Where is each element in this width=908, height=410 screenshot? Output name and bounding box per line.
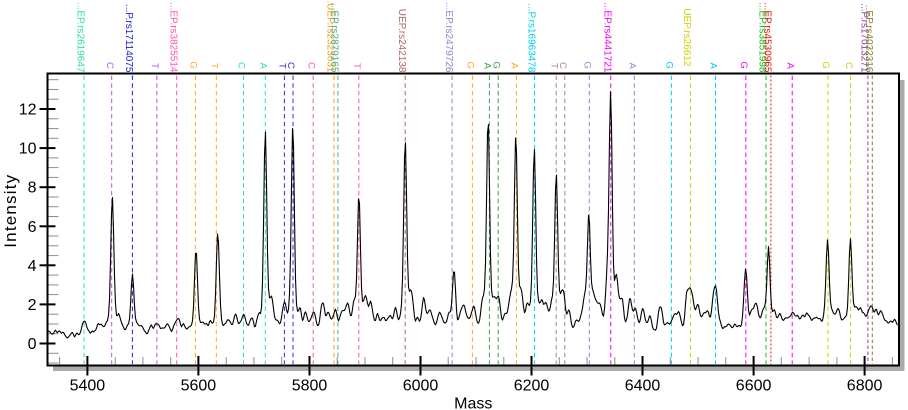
svg-text:6800: 6800 <box>847 378 883 395</box>
svg-text:UEP.rs26612: UEP.rs26612 <box>681 8 692 67</box>
svg-text:G: G <box>738 61 749 68</box>
svg-text:6600: 6600 <box>736 378 772 395</box>
svg-text:...EP.rs3825514: ...EP.rs3825514 <box>167 2 178 73</box>
svg-text:4: 4 <box>28 258 37 275</box>
svg-text:12: 12 <box>19 102 37 119</box>
svg-text:A: A <box>258 62 269 69</box>
svg-text:T: T <box>351 63 362 69</box>
svg-text:5400: 5400 <box>70 378 106 395</box>
svg-text:...EP.rs2619647: ...EP.rs2619647 <box>75 2 86 73</box>
svg-text:.UEP.rs2323631: .UEP.rs2323631 <box>325 0 336 73</box>
svg-text:C: C <box>305 62 316 69</box>
svg-text:..EP.rs4032316: ..EP.rs4032316 <box>863 5 874 73</box>
svg-text:A: A <box>708 62 719 69</box>
svg-text:A: A <box>482 62 493 69</box>
svg-text:...EP.rs4530965: ...EP.rs4530965 <box>762 2 773 73</box>
svg-text:A: A <box>784 62 795 69</box>
svg-text:6000: 6000 <box>403 378 439 395</box>
svg-text:...EP.rs4441721: ...EP.rs4441721 <box>602 2 613 73</box>
svg-text:5800: 5800 <box>292 378 328 395</box>
svg-text:6: 6 <box>28 219 37 236</box>
svg-text:C: C <box>843 62 854 69</box>
svg-text:G: G <box>664 61 675 68</box>
svg-text:T: T <box>209 63 220 69</box>
svg-text:5600: 5600 <box>181 378 217 395</box>
svg-text:...P.rs16963478: ...P.rs16963478 <box>525 3 536 73</box>
svg-text:...EP.rs2479726: ...EP.rs2479726 <box>443 2 454 73</box>
svg-text:C: C <box>104 62 115 69</box>
svg-text:...EP.rs2879165: ...EP.rs2879165 <box>329 2 340 73</box>
svg-text:G: G <box>490 61 501 68</box>
svg-text:...EP.rs3851998: ...EP.rs3851998 <box>757 2 768 73</box>
svg-text:6200: 6200 <box>514 378 550 395</box>
svg-text:G: G <box>188 61 199 68</box>
svg-text:T: T <box>548 63 559 69</box>
svg-text:2: 2 <box>28 297 37 314</box>
svg-text:C: C <box>285 62 296 69</box>
svg-text:T: T <box>149 63 160 69</box>
svg-text:C: C <box>236 62 247 69</box>
svg-text:0: 0 <box>28 336 37 353</box>
svg-text:A: A <box>509 62 520 69</box>
svg-text:8: 8 <box>28 180 37 197</box>
svg-text:T: T <box>277 63 288 69</box>
svg-text:A: A <box>627 62 638 69</box>
svg-text:Intensity: Intensity <box>1 174 20 248</box>
svg-text:G: G <box>820 61 831 68</box>
svg-text:G: G <box>582 61 593 68</box>
svg-text:C: C <box>557 62 568 69</box>
svg-text:6400: 6400 <box>625 378 661 395</box>
svg-text:...P.rs17114075: ...P.rs17114075 <box>123 4 134 73</box>
svg-text:...P.rs17013271: ...P.rs17013271 <box>859 3 870 73</box>
svg-text:G: G <box>465 61 476 68</box>
svg-text:10: 10 <box>19 141 37 158</box>
svg-text:Mass: Mass <box>454 396 492 410</box>
svg-text:UEP.rs242138: UEP.rs242138 <box>396 9 407 73</box>
